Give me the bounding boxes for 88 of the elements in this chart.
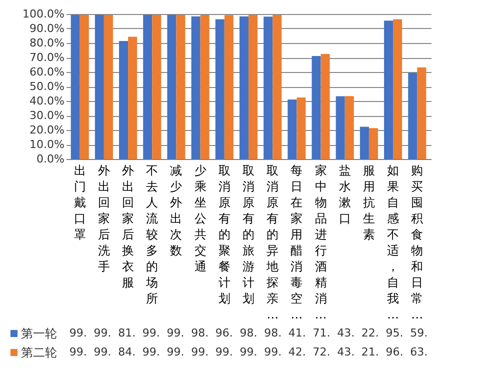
bar [272,14,282,159]
bar [191,16,200,159]
data-label: 81. [118,326,136,340]
bar [143,14,152,159]
data-label: 99. [94,346,112,358]
data-label: 21. [361,346,379,358]
data-label: 63. [410,346,428,358]
data-label: 43. [337,346,355,358]
bar [104,14,113,159]
y-tick-label: 10.0% [30,138,64,151]
data-label: 72. [312,346,330,358]
y-tick-label: 100.0% [22,8,64,20]
data-label: 99. [69,326,87,340]
data-label: 99. [142,346,160,358]
category-label: 取消原有的聚餐计划 [218,164,230,306]
x-tick-label: 盐水漱口 [338,164,351,226]
data-label: 99. [166,326,184,340]
data-label: 59. [410,326,428,340]
data-label: 99. [240,346,258,358]
y-tick-label: 70.0% [30,51,64,64]
legend-label: 第一轮 [21,326,57,340]
y-tick-label: 50.0% [30,80,64,93]
category-label: 家中物品进行酒精消… [314,164,327,322]
legend-label: 第二轮 [21,346,57,360]
bar [176,14,186,159]
bar [417,67,426,159]
y-tick-label: 30.0% [30,109,64,122]
bar [344,96,354,159]
x-tick-label: 外出回家后洗手 [98,164,110,274]
bar [152,14,162,159]
bar [128,36,138,159]
bar [224,15,234,159]
y-tick-label: 40.0% [30,94,64,108]
bar [167,14,176,159]
bar [215,19,224,159]
data-label: 95. [386,326,404,340]
category-label: 取消原有的旅游计划 [242,164,254,306]
data-label: 99. [166,346,184,358]
bar [384,20,394,159]
data-label: 99. [142,326,160,340]
bar [320,54,330,159]
bar [119,40,128,159]
data-label: 43. [337,326,355,340]
data-label: 41. [288,326,306,340]
bar [296,98,306,159]
bar [360,126,369,159]
category-label: 取消原有的异地探亲… [266,164,279,322]
x-tick-label: 出门戴口罩 [74,164,86,242]
bar [288,100,297,159]
data-label: 84. [118,346,136,358]
data-label: 98. [191,326,209,340]
data-label: 99. [264,346,282,358]
y-tick-label: 20.0% [30,124,64,136]
data-label: 71. [312,326,330,340]
data-label: 99. [191,346,209,358]
category-label: 不去人流较多的场所 [146,164,158,306]
category-label: 每日在家用醋消毒空… [290,164,303,322]
category-label: 如果自感不适，自我… [387,164,400,322]
y-tick-label: 90.0% [30,22,64,35]
category-label: 购买囤积食物和日常… [411,164,424,322]
x-tick-label: 减少外出次数 [170,164,182,258]
x-tick-label: 少乘坐公共交通 [194,164,206,274]
bar [248,14,258,159]
data-label: 22. [361,326,379,340]
bar [70,14,80,159]
data-label: 96. [215,326,233,340]
bar [312,56,321,159]
bar [239,16,248,159]
y-tick-label: 80.0% [30,36,64,50]
bar [393,19,402,159]
bar [200,15,210,159]
bar [264,16,273,159]
bar [368,128,378,159]
y-tick-label: 60.0% [30,66,64,78]
bar [408,72,418,159]
data-label: 98. [264,326,282,340]
data-label: 99. [69,346,87,358]
x-tick-label: 外出回家后换衣服 [122,164,134,290]
bar [336,96,345,159]
data-label: 96. [386,346,404,358]
data-label: 98. [240,326,258,340]
bar [94,14,104,159]
bar [80,14,89,159]
data-label: 99. [215,346,233,358]
data-label: 99. [94,326,112,340]
data-label: 42. [288,346,306,358]
x-tick-label: 服用抗生素 [362,164,375,242]
y-tick-label: 0.0% [36,152,64,166]
